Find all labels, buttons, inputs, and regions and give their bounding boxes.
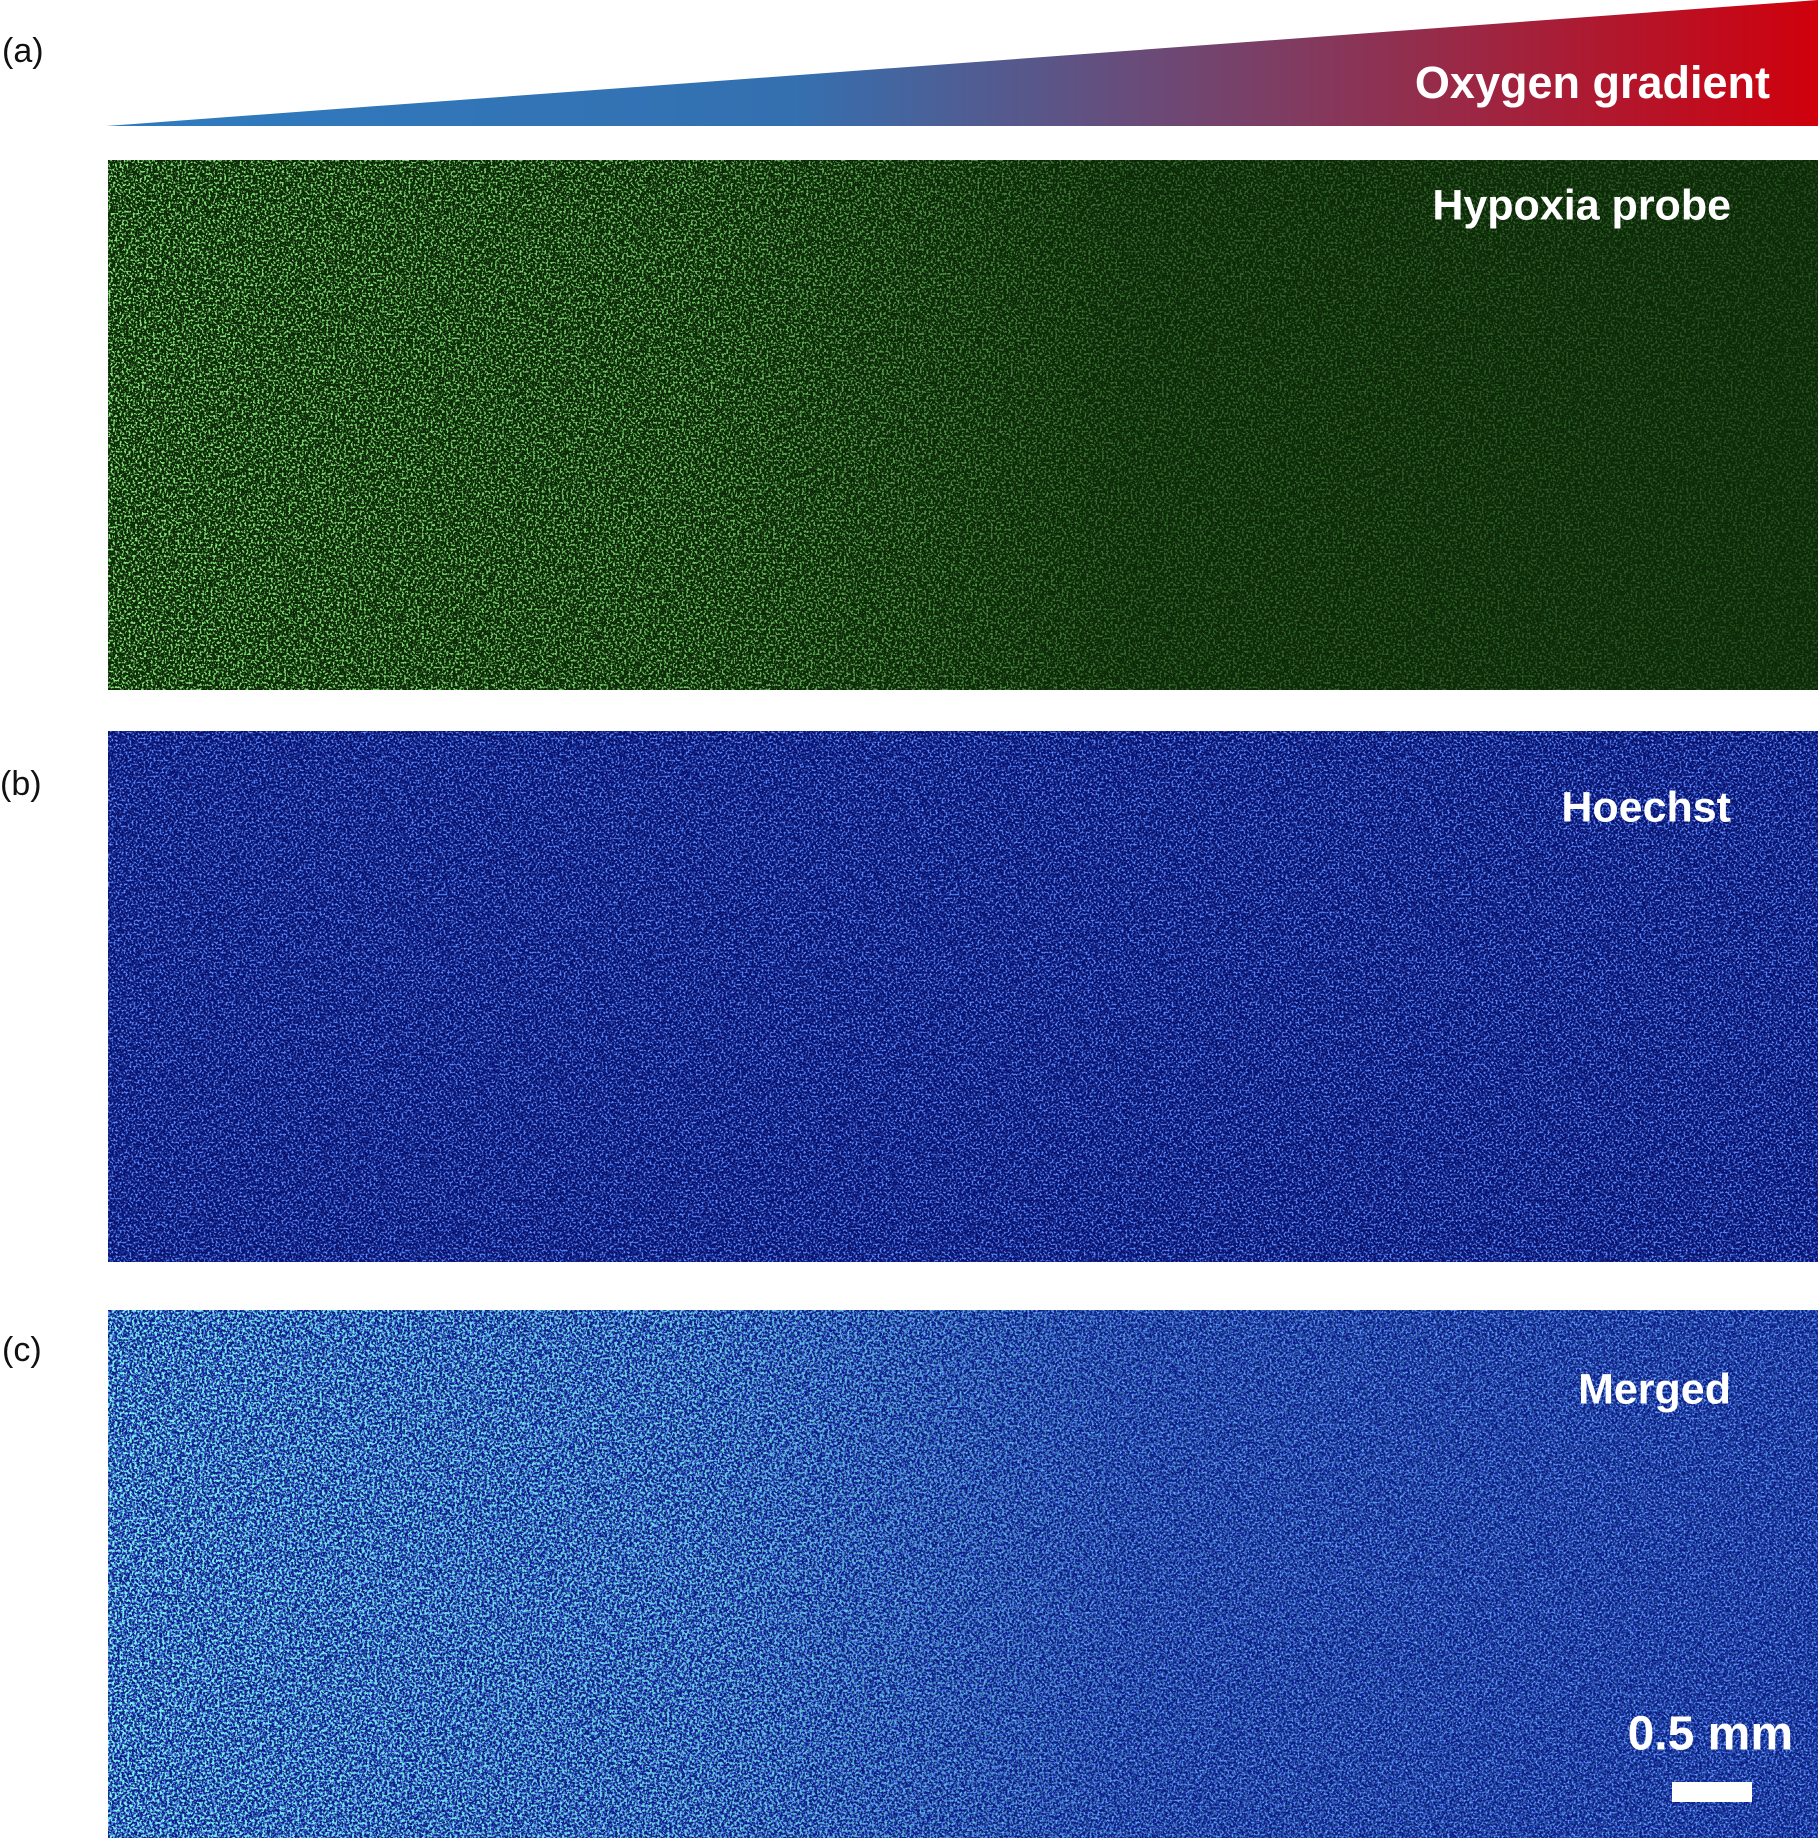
panel-a: Hypoxia probe [108, 160, 1818, 690]
speckle [108, 731, 1818, 1262]
panel-title: Hypoxia probe [1432, 181, 1731, 229]
panel-label: (b) [0, 765, 42, 803]
panel-label: (c) [2, 1331, 42, 1369]
scale-bar-label: 0.5 mm [1628, 1708, 1793, 1761]
oxygen-gradient [106, 0, 1818, 126]
panel-label: (a) [2, 32, 44, 70]
gradient-label: Oxygen gradient [1415, 57, 1770, 108]
scale-bar [1672, 1782, 1752, 1802]
panel-b: Hoechst [108, 731, 1818, 1262]
panel-title: Merged [1578, 1365, 1731, 1413]
speckle [108, 160, 1818, 690]
panel-title: Hoechst [1561, 783, 1731, 831]
panel-c: Merged 0.5 mm [108, 1310, 1818, 1838]
speckle [108, 1310, 1818, 1838]
